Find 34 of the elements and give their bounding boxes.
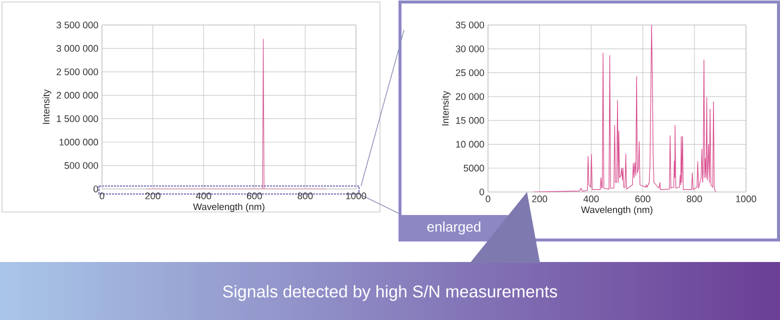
x-tick-label: 1000 <box>736 196 756 202</box>
y-axis-title: Intensity <box>442 90 451 126</box>
y-tick-label: 10 000 <box>456 140 484 148</box>
y-tick-label: 2 000 000 <box>56 92 98 99</box>
y-axis-title: Intensity <box>42 89 52 124</box>
line-series <box>532 24 716 192</box>
x-tick-label: 0 <box>100 192 104 200</box>
y-tick-label: 3 000 000 <box>56 45 98 52</box>
y-tick-label: 30 000 <box>456 45 484 52</box>
x-tick-label: 600 <box>246 192 262 200</box>
y-tick-label: 3 500 000 <box>56 22 98 28</box>
x-tick-label: 400 <box>196 192 212 200</box>
y-tick-label: 500 000 <box>64 162 98 169</box>
x-tick-label: 200 <box>145 192 160 200</box>
y-tick-label: 25 000 <box>456 69 484 76</box>
y-tick-label: 15 000 <box>456 117 484 124</box>
x-tick-label: 800 <box>298 192 313 200</box>
x-axis-title: Wavelength (nm) <box>193 203 264 212</box>
x-tick-label: 400 <box>583 196 599 202</box>
y-tick-label: 1000 000 <box>60 138 98 146</box>
text: Signals detected by high S/N measurements <box>223 285 558 301</box>
x-tick-label: 800 <box>686 196 702 202</box>
x-axis-title: Wavelength (nm) <box>581 206 652 215</box>
y-tick-label: 1 500 000 <box>56 115 98 122</box>
y-tick-label: 2 500 000 <box>56 68 98 76</box>
y-tick-label: 20 000 <box>456 93 484 100</box>
y-tick-label: 5000 <box>464 164 484 172</box>
text: enlarged <box>427 221 480 235</box>
x-tick-label: 200 <box>532 196 548 202</box>
x-tick-label: 1000 <box>346 192 366 200</box>
y-tick-label: 35 000 <box>456 22 484 28</box>
x-tick-label: 600 <box>635 196 650 202</box>
y-tick-label: 0 <box>94 186 98 192</box>
x-tick-label: 0 <box>486 196 490 202</box>
